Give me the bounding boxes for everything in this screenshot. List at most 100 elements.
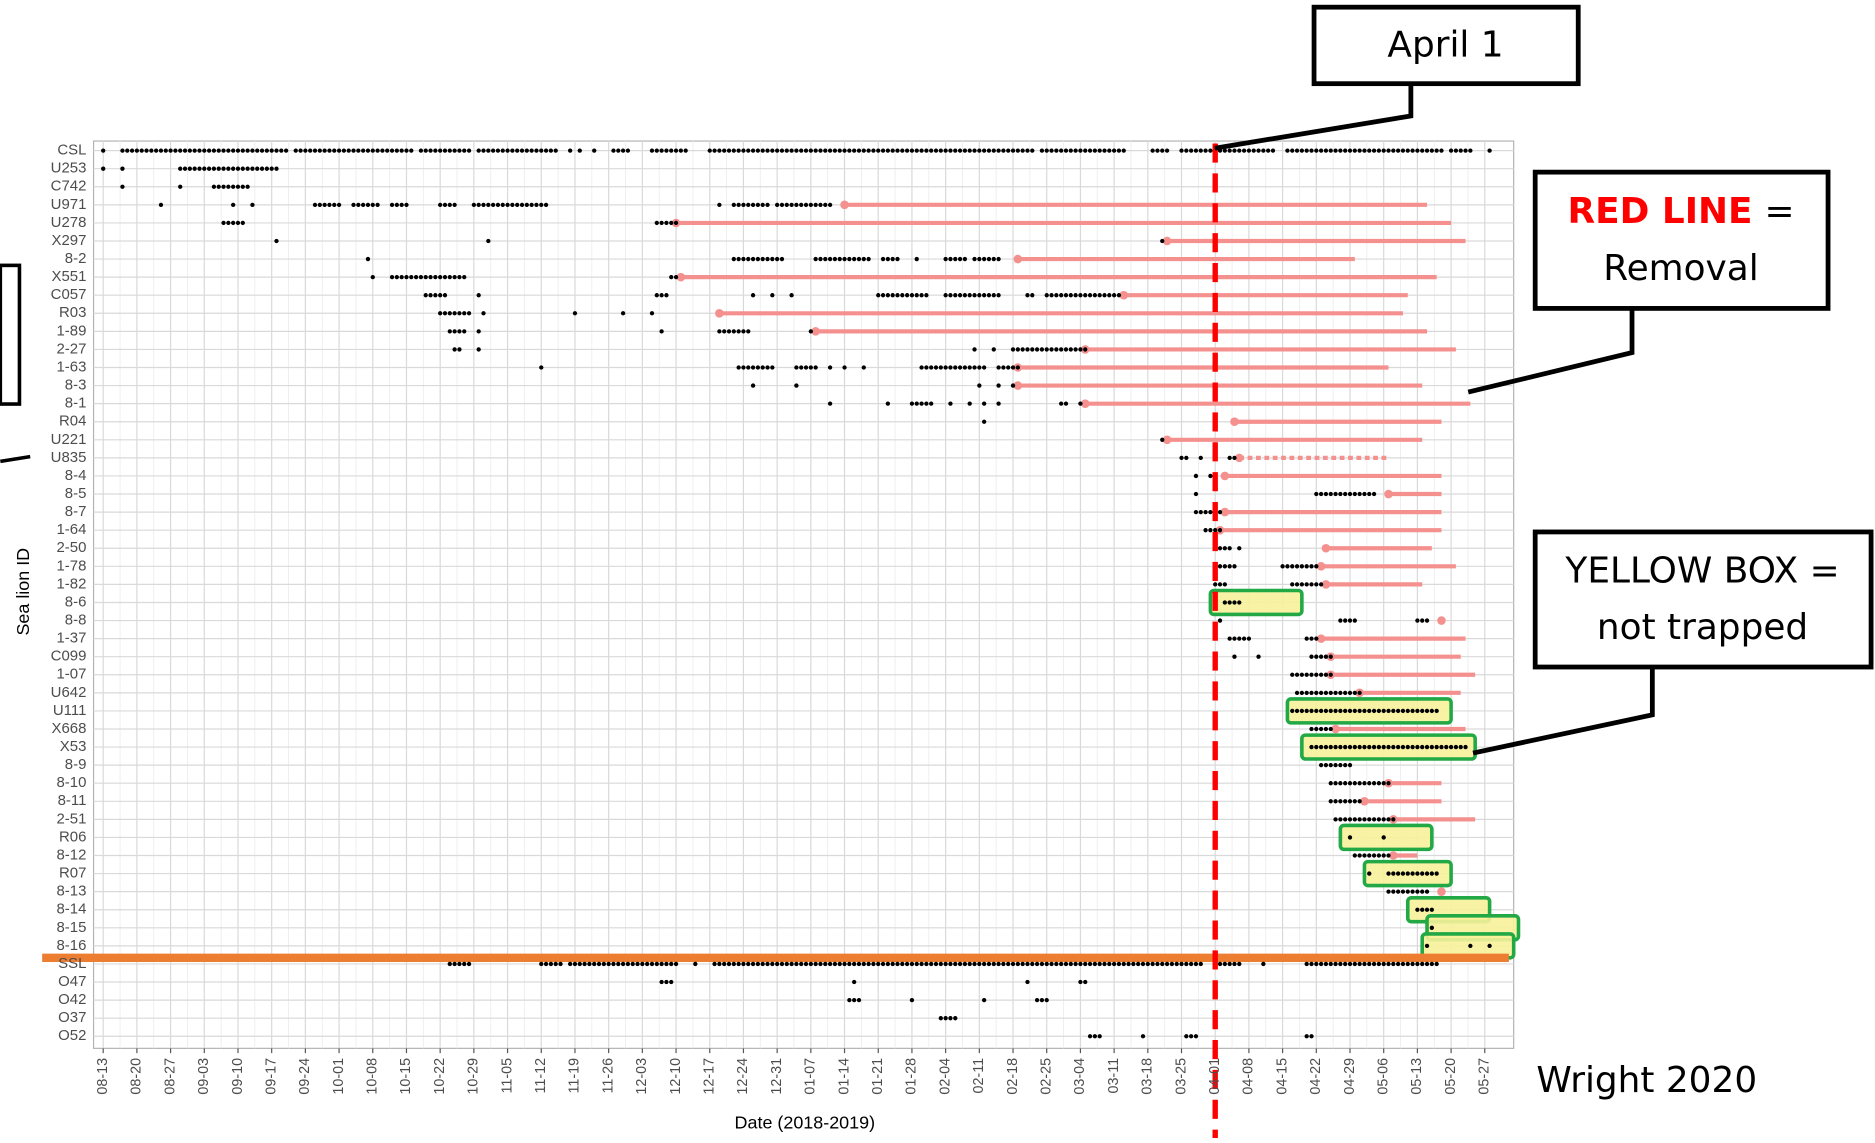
y-tick-label: 8-4 <box>65 467 87 484</box>
removal-start <box>1013 381 1023 390</box>
y-tick-label: 8-3 <box>65 377 87 394</box>
x-tick-label: 12-24 <box>735 1058 751 1095</box>
removal-start <box>1013 254 1023 264</box>
removal-start <box>1080 399 1090 408</box>
y-tick-label: 8-14 <box>56 901 86 918</box>
y-tick-label: X668 <box>52 720 87 737</box>
y-tick-label: 2-50 <box>56 539 86 556</box>
removal-start <box>1234 453 1244 463</box>
x-tick-label: 03-04 <box>1072 1058 1088 1095</box>
removal-start <box>1230 417 1239 427</box>
y-tick-label: 1-89 <box>56 322 86 339</box>
y-tick-label: 2-51 <box>56 810 86 827</box>
x-tick-label: 09-17 <box>263 1058 279 1095</box>
x-tick-label: 11-26 <box>600 1058 616 1094</box>
y-tick-label: 8-16 <box>56 937 86 954</box>
removal-start <box>1321 580 1331 589</box>
y-tick-label: O52 <box>58 1027 86 1044</box>
x-tick-label: 12-03 <box>634 1058 650 1095</box>
callout-box <box>1532 529 1874 670</box>
x-tick-label: 11-05 <box>499 1058 515 1094</box>
x-tick-label: 02-11 <box>971 1058 987 1094</box>
y-tick-label: R07 <box>59 865 86 882</box>
y-tick-label: U253 <box>51 160 87 177</box>
y-tick-label: 8-1 <box>65 395 87 412</box>
removal-start <box>715 308 724 318</box>
cut-callout <box>0 263 22 406</box>
x-tick-label: 08-13 <box>95 1058 111 1095</box>
x-tick-label: 10-29 <box>466 1058 482 1095</box>
removal-start <box>1316 562 1326 571</box>
removal-start <box>1389 851 1398 860</box>
y-axis-label: Sea lion ID <box>13 548 33 636</box>
removal-start <box>676 272 686 282</box>
y-tick-label: 8-7 <box>65 503 87 520</box>
callout-box <box>1532 169 1831 311</box>
x-tick-label: 04-01 <box>1207 1058 1223 1095</box>
y-tick-label: 8-9 <box>65 756 87 773</box>
removal-start <box>1437 887 1446 896</box>
removal-start <box>1220 507 1230 517</box>
x-tick-label: 08-27 <box>162 1058 178 1095</box>
connector <box>1472 667 1655 756</box>
removal-start <box>1437 616 1446 625</box>
y-tick-label: 8-11 <box>58 792 87 809</box>
x-tick-label: 09-24 <box>297 1058 313 1095</box>
y-tick-label: 8-15 <box>56 919 86 936</box>
y-tick-label: O47 <box>58 973 86 990</box>
removal-start <box>1384 489 1393 499</box>
removal-start <box>1162 435 1172 445</box>
credit: Wright 2020 <box>1536 1060 1757 1101</box>
callout-text: April 1 <box>1387 25 1503 66</box>
removal-start <box>1331 724 1340 734</box>
y-tick-label: U221 <box>51 431 87 448</box>
y-tick-label: C057 <box>51 286 87 303</box>
y-tick-label: 1-82 <box>56 575 86 592</box>
y-tick-label: 8-8 <box>65 611 87 628</box>
x-tick-label: 05-27 <box>1477 1058 1493 1095</box>
removal-start <box>811 327 820 336</box>
y-tick-label: 8-2 <box>65 250 87 267</box>
y-tick-label: C099 <box>51 648 87 665</box>
x-tick-label: 03-25 <box>1173 1058 1189 1095</box>
y-tick-label: 1-63 <box>56 358 86 375</box>
x-tick-label: 12-31 <box>769 1058 785 1095</box>
y-tick-label: X297 <box>52 232 87 249</box>
y-tick-label: 8-5 <box>65 485 87 502</box>
x-tick-label: 02-18 <box>1005 1058 1021 1095</box>
y-tick-label: C742 <box>51 178 87 195</box>
y-tick-label: U278 <box>51 214 87 231</box>
callout-emphasis: RED LINE <box>1567 191 1752 232</box>
y-tick-label: 1-37 <box>56 630 86 647</box>
x-tick-label: 01-14 <box>836 1058 852 1095</box>
y-tick-label: X551 <box>52 268 87 285</box>
x-tick-label: 11-19 <box>567 1058 583 1094</box>
x-tick-label: 09-03 <box>196 1058 212 1095</box>
y-tick-label: 8-6 <box>65 593 87 610</box>
removal-start <box>1119 290 1129 300</box>
removal-start <box>1360 796 1369 806</box>
callout-text: Removal <box>1603 248 1758 289</box>
x-tick-label: 04-15 <box>1274 1058 1290 1095</box>
y-tick-label: U835 <box>51 449 87 466</box>
not-trapped-box <box>1338 823 1434 852</box>
y-tick-label: 1-07 <box>56 666 86 683</box>
callout-text: not trapped <box>1597 607 1808 648</box>
x-tick-label: 04-22 <box>1308 1058 1324 1095</box>
y-tick-label: O42 <box>58 991 86 1008</box>
y-tick-label: 8-10 <box>56 774 86 791</box>
y-tick-label: CSL <box>57 142 86 159</box>
x-tick-label: 02-04 <box>937 1058 953 1095</box>
x-tick-label: 04-29 <box>1342 1058 1358 1095</box>
x-tick-label: 01-21 <box>870 1058 886 1095</box>
y-tick-label: 1-78 <box>56 557 86 574</box>
x-tick-label: 05-06 <box>1375 1058 1391 1095</box>
x-tick-label: 05-20 <box>1443 1058 1459 1095</box>
x-tick-label: 11-12 <box>533 1058 549 1094</box>
callout-text: YELLOW BOX = <box>1564 551 1839 592</box>
y-tick-label: O37 <box>58 1009 86 1026</box>
removal-start <box>1220 471 1230 481</box>
x-tick-label: 03-18 <box>1140 1058 1156 1095</box>
y-tick-label: SSL <box>58 955 86 972</box>
